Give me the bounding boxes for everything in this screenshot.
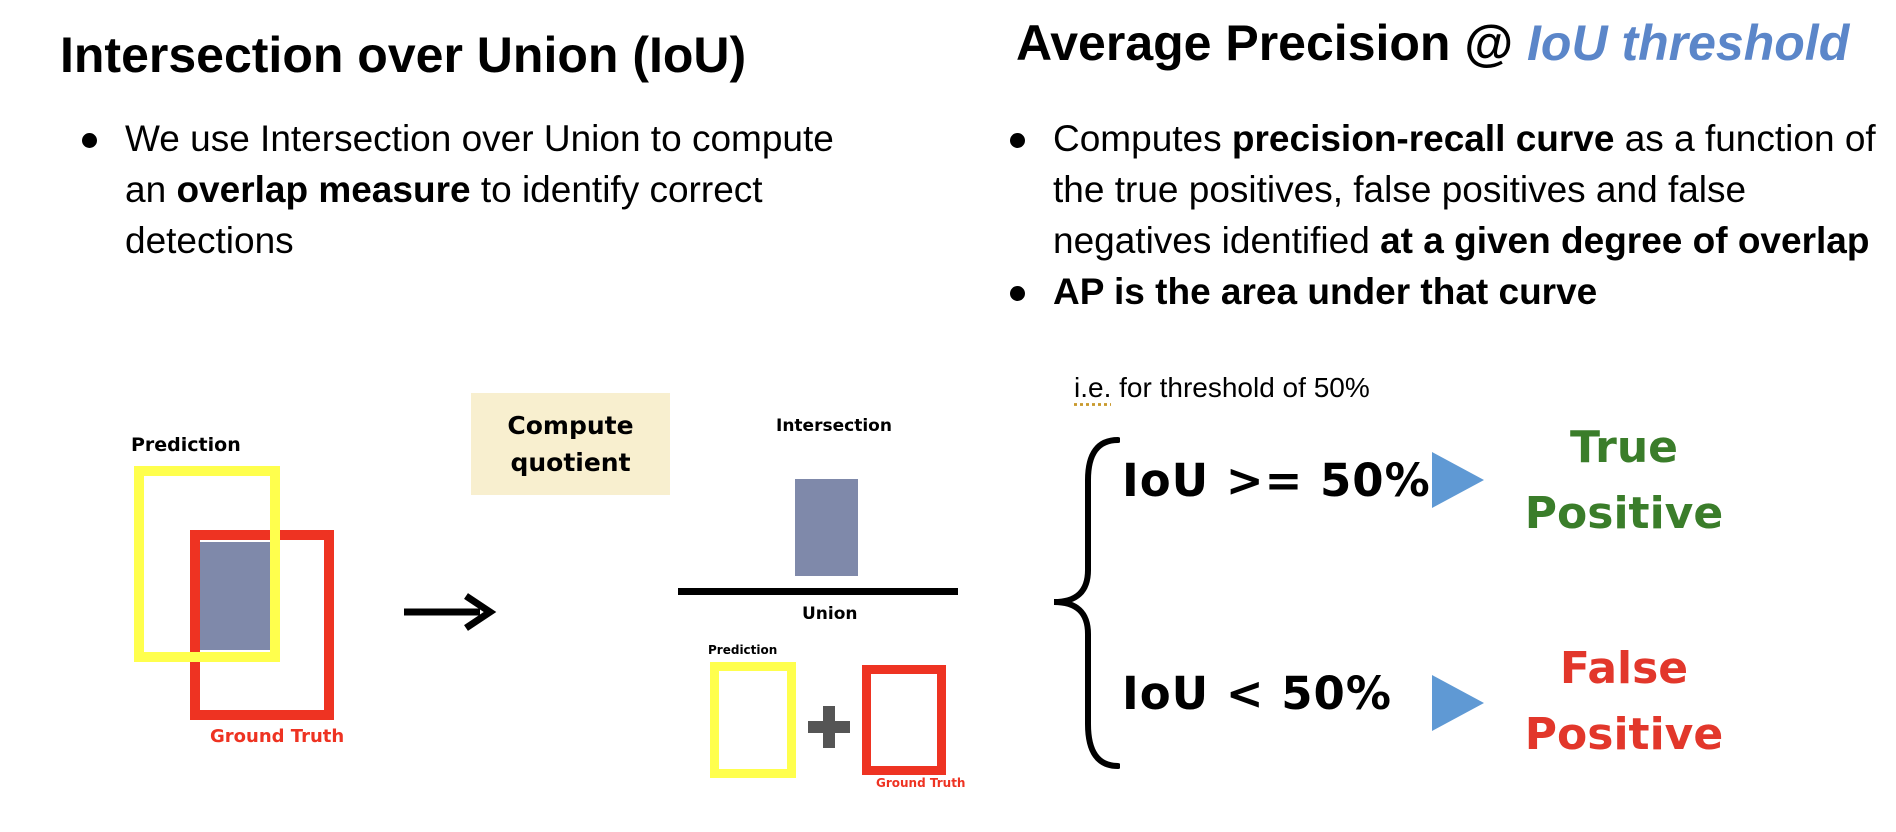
iou-bullet-list: We use Intersection over Union to comput… — [80, 113, 880, 266]
triangle-right-icon — [1432, 675, 1484, 731]
ap-bullet-2: AP is the area under that curve — [1008, 266, 1888, 317]
ap-bullet-list: Computes precision-recall curve as a fun… — [1008, 113, 1888, 317]
intersection-label: Intersection — [776, 416, 892, 436]
ground-truth-label: Ground Truth — [210, 726, 345, 747]
ap-bullet-1-bold-2: at a given degree of overlap — [1380, 220, 1870, 261]
small-ground-truth-label: Ground Truth — [876, 776, 966, 790]
arrow-right-icon — [404, 593, 497, 631]
ground-truth-box — [190, 530, 334, 720]
small-prediction-box — [710, 662, 796, 778]
iou-bullet-text-2: to identify correct detections — [125, 169, 763, 261]
result-true-line-2: Positive — [1524, 488, 1724, 539]
small-prediction-label: Prediction — [708, 643, 778, 657]
threshold-note: i.e. for threshold of 50% — [1074, 372, 1370, 404]
iou-bullet-bold: overlap measure — [176, 169, 471, 210]
triangle-right-icon — [1432, 452, 1484, 508]
result-true-line-1: True — [1569, 422, 1679, 473]
ap-bullet-1-text-2: as a function of the true positives, fal… — [1053, 118, 1876, 261]
intersection-fraction-box — [795, 479, 858, 576]
prediction-box — [134, 466, 280, 662]
plus-icon — [808, 706, 850, 748]
iou-title: Intersection over Union (IoU) — [60, 26, 746, 84]
ap-bullet-1-text-1: Computes — [1053, 118, 1232, 159]
compute-quotient-box: Compute quotient — [471, 393, 670, 495]
ap-title-accent: IoU threshold — [1527, 15, 1850, 71]
ap-bullet-1-bold-1: precision-recall curve — [1231, 118, 1615, 159]
union-label: Union — [802, 604, 858, 624]
iou-bullet: We use Intersection over Union to comput… — [80, 113, 880, 266]
result-false-line-2: Positive — [1524, 709, 1724, 760]
prediction-label: Prediction — [131, 434, 241, 456]
result-false-line-1: False — [1559, 643, 1689, 694]
result-true-positive: True Positive — [1520, 415, 1728, 547]
threshold-note-abbr: i.e. — [1074, 372, 1112, 403]
fraction-line — [678, 588, 958, 595]
iou-bullet-text-1: We use Intersection over Union to comput… — [125, 118, 834, 210]
ap-bullet-2-text: AP is the area under that curve — [1053, 271, 1598, 312]
ap-bullet-1: Computes precision-recall curve as a fun… — [1008, 113, 1888, 266]
intersection-area — [198, 542, 274, 650]
compute-quotient-label: Compute quotient — [507, 411, 634, 477]
ap-title-main: Average Precision @ — [1016, 15, 1528, 71]
threshold-note-text: for threshold of 50% — [1111, 372, 1370, 403]
result-false-positive: False Positive — [1520, 636, 1728, 768]
small-ground-truth-box — [862, 665, 946, 775]
condition-false: IoU < 50% — [1122, 667, 1392, 720]
curly-brace-icon — [1053, 437, 1120, 769]
ap-title: Average Precision @ IoU threshold — [1016, 14, 1849, 72]
condition-true: IoU >= 50% — [1122, 454, 1431, 507]
iou-title-text: Intersection over Union (IoU) — [60, 27, 747, 83]
